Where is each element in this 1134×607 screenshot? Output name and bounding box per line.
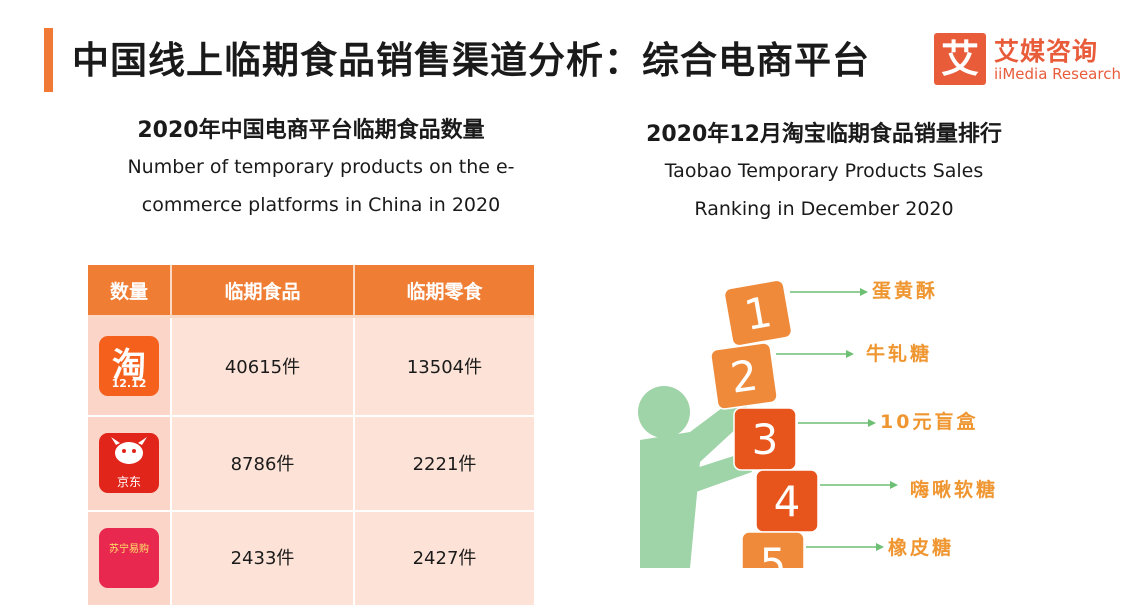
left-chart-title-cn: 2020年中国电商平台临期食品数量 xyxy=(137,118,485,143)
food-count-cell: 8786件 xyxy=(171,415,355,512)
rank-label: 10元盲盒 xyxy=(880,410,978,433)
rank-block-box xyxy=(710,342,778,410)
rank-label: 牛轧糖 xyxy=(866,342,932,365)
jd-dog-icon xyxy=(111,437,147,464)
snack-count-cell: 2221件 xyxy=(354,415,534,512)
right-chart-title-en: Taobao Temporary Products Sales Ranking … xyxy=(610,152,1038,228)
title-accent-bar xyxy=(44,28,53,92)
iimedia-logo-icon: 艾 xyxy=(934,33,986,85)
platform-cell: 京东 xyxy=(88,415,172,512)
rank-label: 蛋黄酥 xyxy=(872,279,938,302)
taobao-1212-logo-icon: 淘 12.12 xyxy=(99,336,159,397)
logo-brand-en: iiMedia Research xyxy=(994,65,1121,83)
rank-label: 嗨啾软糖 xyxy=(910,478,998,501)
rank-label: 橡皮糖 xyxy=(888,536,954,559)
left-chart-title-en: Number of temporary products on the e- c… xyxy=(88,148,554,224)
food-count-cell: 40615件 xyxy=(171,316,355,417)
right-chart-title-en-line2: Ranking in December 2020 xyxy=(694,198,954,220)
iimedia-logo: 艾 艾媒咨询 iiMedia Research xyxy=(934,33,1124,87)
table-header-row: 数量 临期食品 临期零食 xyxy=(88,265,534,318)
page-title: 中国线上临期食品销售渠道分析：综合电商平台 xyxy=(72,39,870,82)
suning-icon-text: 苏宁易购 xyxy=(109,543,149,555)
rank-number: 5 xyxy=(760,539,787,568)
rank-arrow-head xyxy=(860,288,868,296)
right-chart-title-en-line1: Taobao Temporary Products Sales xyxy=(664,160,984,182)
platform-cell: 淘 12.12 xyxy=(88,316,172,417)
snack-count-cell: 13504件 xyxy=(354,316,534,417)
rank-arrow-head xyxy=(890,481,898,489)
rank-arrow-head xyxy=(876,543,884,551)
rank-block-box xyxy=(741,531,805,568)
left-chart-title-en-line2: commerce platforms in China in 2020 xyxy=(141,194,501,216)
rank-block: 2 xyxy=(710,342,778,410)
ranking-chart: 1 蛋黄酥 2 牛轧糖 3 10元盲盒 4 嗨啾软糖 5 橡皮糖 xyxy=(638,279,998,568)
table-row: 淘 12.12 40615件 13504件 xyxy=(88,316,534,417)
column-header-food: 临期食品 xyxy=(171,265,355,318)
left-chart-title-en-line1: Number of temporary products on the e- xyxy=(127,156,515,178)
taobao-icon-sub: 12.12 xyxy=(111,377,147,391)
rank-block: 4 xyxy=(755,469,819,533)
rank-arrow-head xyxy=(868,419,876,427)
column-header-quantity: 数量 xyxy=(88,265,172,318)
rank-block: 5 xyxy=(741,531,805,568)
right-chart-title-cn: 2020年12月淘宝临期食品销量排行 xyxy=(646,122,1002,147)
rank-block-box xyxy=(723,279,793,347)
taobao-icon-text: 淘 xyxy=(112,346,146,387)
jd-icon-text: 京东 xyxy=(116,475,141,489)
table-row: 京东 8786件 2221件 xyxy=(88,415,534,512)
logo-brand-cn: 艾媒咨询 xyxy=(994,37,1099,66)
rank-arrow-head xyxy=(846,350,854,358)
jd-logo-icon: 京东 xyxy=(99,433,159,493)
column-header-snack: 临期零食 xyxy=(354,265,534,318)
rank-block: 3 xyxy=(733,407,797,471)
rank-number: 4 xyxy=(774,477,801,526)
ranking-items: 1 蛋黄酥 2 牛轧糖 3 10元盲盒 4 嗨啾软糖 5 橡皮糖 xyxy=(710,279,998,568)
rank-block: 1 xyxy=(723,279,793,347)
rank-number: 3 xyxy=(752,415,779,464)
